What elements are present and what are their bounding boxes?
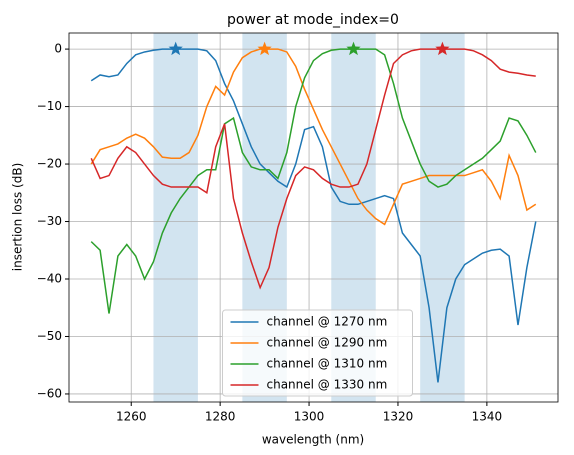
legend-label: channel @ 1270 nm [267, 315, 388, 329]
chart-title: power at mode_index=0 [227, 12, 399, 28]
y-tick-label: −40 [37, 272, 62, 286]
plot-frame [68, 32, 559, 403]
x-tick-label: 1340 [472, 410, 503, 424]
x-tick-label: 1280 [205, 410, 236, 424]
band [153, 33, 198, 402]
y-tick-label: 0 [54, 42, 62, 56]
y-tick-label: −20 [37, 157, 62, 171]
y-tick-label: −30 [37, 214, 62, 228]
y-axis-label: insertion loss (dB) [11, 163, 25, 272]
legend-label: channel @ 1290 nm [267, 336, 388, 350]
peak-marker [346, 41, 361, 56]
legend-box [222, 309, 413, 397]
y-tick-label: −10 [37, 99, 62, 113]
x-tick-label: 1300 [294, 410, 325, 424]
y-tick-label: −50 [37, 329, 62, 343]
legend-label: channel @ 1330 nm [267, 378, 388, 392]
legend-label: channel @ 1310 nm [267, 357, 388, 371]
series-line [90, 48, 537, 226]
x-tick-label: 1260 [116, 410, 147, 424]
series-line [90, 48, 537, 383]
peak-marker [257, 41, 272, 56]
x-tick-label: 1320 [383, 410, 414, 424]
series-line [90, 48, 537, 314]
y-tick-label: −60 [37, 386, 62, 400]
x-axis-label: wavelength (nm) [262, 433, 364, 447]
peak-marker [168, 41, 183, 56]
peak-marker [435, 41, 450, 56]
series-line [90, 48, 536, 290]
